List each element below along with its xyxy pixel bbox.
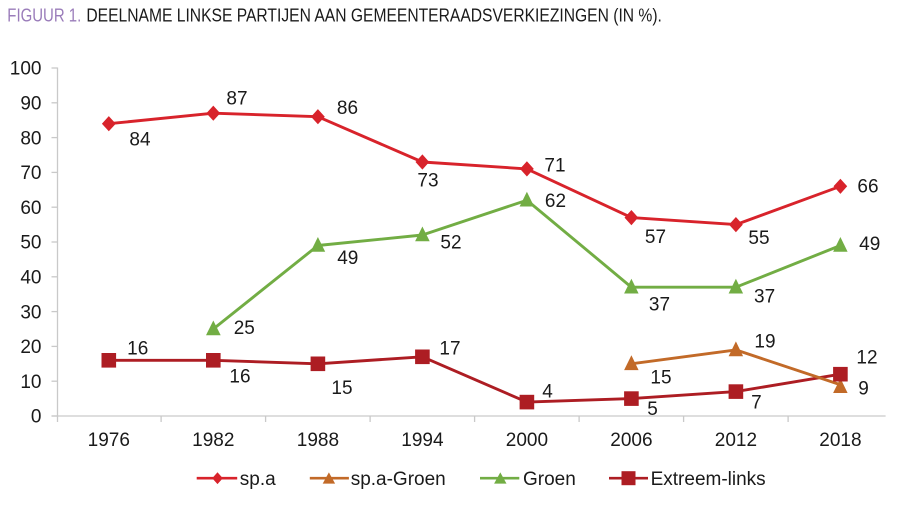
svg-text:19: 19 [754,332,775,353]
svg-text:25: 25 [234,318,255,339]
svg-text:86: 86 [337,98,358,119]
svg-text:0: 0 [31,407,42,428]
svg-text:50: 50 [20,233,41,254]
svg-text:30: 30 [20,302,41,323]
svg-text:Groen: Groen [523,469,576,490]
svg-text:17: 17 [439,339,460,360]
svg-text:87: 87 [226,89,247,110]
svg-text:57: 57 [645,227,666,248]
svg-text:5: 5 [647,399,658,420]
svg-text:60: 60 [20,198,41,219]
svg-text:16: 16 [229,367,250,388]
svg-text:1994: 1994 [401,430,444,451]
svg-text:66: 66 [857,177,878,198]
svg-text:15: 15 [650,368,671,389]
svg-text:37: 37 [754,286,775,307]
svg-text:40: 40 [20,268,41,289]
svg-text:49: 49 [337,248,358,269]
svg-text:1976: 1976 [88,430,130,451]
svg-text:sp.a-Groen: sp.a-Groen [351,469,446,490]
svg-text:70: 70 [20,163,41,184]
svg-text:sp.a: sp.a [240,469,276,490]
svg-text:20: 20 [20,337,41,358]
svg-text:16: 16 [127,339,148,360]
svg-text:80: 80 [20,128,41,149]
svg-text:4: 4 [542,382,553,403]
svg-text:71: 71 [544,156,565,177]
svg-text:90: 90 [20,94,41,115]
svg-text:7: 7 [751,393,762,414]
svg-text:15: 15 [331,378,352,399]
svg-text:37: 37 [649,295,670,316]
svg-text:1988: 1988 [297,430,339,451]
svg-text:DEELNAME LINKSE PARTIJEN AAN G: DEELNAME LINKSE PARTIJEN AAN GEMEENTERAA… [86,5,662,25]
svg-text:2018: 2018 [819,430,861,451]
svg-text:2000: 2000 [506,430,548,451]
svg-text:84: 84 [129,130,151,151]
svg-text:55: 55 [748,228,769,249]
svg-text:49: 49 [859,234,880,255]
svg-text:52: 52 [440,233,461,254]
svg-text:100: 100 [10,59,42,80]
svg-text:62: 62 [545,191,566,212]
svg-text:Extreem-links: Extreem-links [651,469,766,490]
svg-text:2006: 2006 [610,430,652,451]
svg-text:FIGUUR 1.: FIGUUR 1. [7,5,81,25]
svg-text:12: 12 [856,348,877,369]
svg-text:73: 73 [417,171,438,192]
svg-text:2012: 2012 [715,430,757,451]
svg-text:9: 9 [858,379,869,400]
svg-text:10: 10 [20,372,41,393]
svg-text:1982: 1982 [192,430,234,451]
